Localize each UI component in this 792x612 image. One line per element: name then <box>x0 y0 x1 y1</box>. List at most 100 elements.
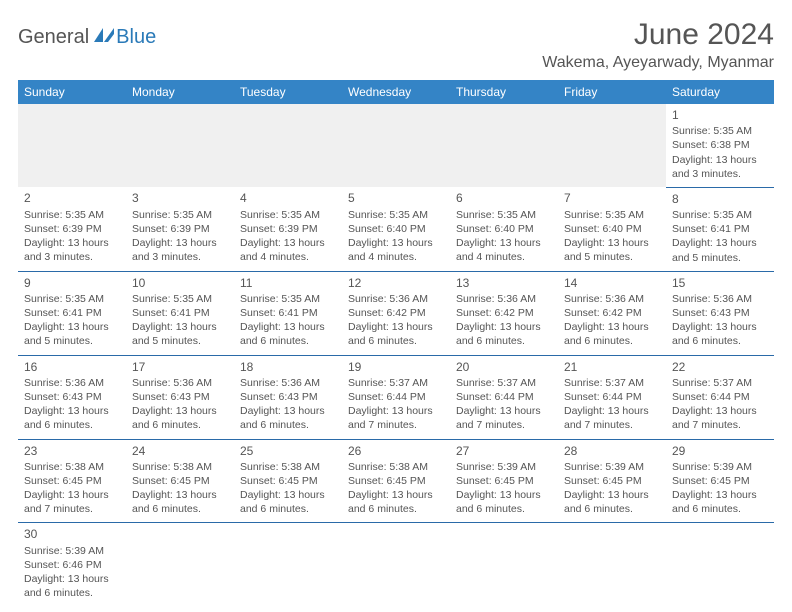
calendar-cell: 20Sunrise: 5:37 AMSunset: 6:44 PMDayligh… <box>450 355 558 439</box>
calendar-row: 23Sunrise: 5:38 AMSunset: 6:45 PMDayligh… <box>18 439 774 523</box>
calendar-cell: 15Sunrise: 5:36 AMSunset: 6:43 PMDayligh… <box>666 271 774 355</box>
cell-line: Sunset: 6:46 PM <box>24 558 120 572</box>
cell-line: and 6 minutes. <box>24 586 120 600</box>
cell-line: and 6 minutes. <box>240 334 336 348</box>
cell-line: Daylight: 13 hours <box>348 320 444 334</box>
cell-line: Sunrise: 5:37 AM <box>564 376 660 390</box>
cell-line: Sunrise: 5:35 AM <box>564 208 660 222</box>
cell-line: and 4 minutes. <box>348 250 444 264</box>
day-number: 25 <box>240 443 336 459</box>
cell-line: Sunrise: 5:37 AM <box>456 376 552 390</box>
calendar-cell: 19Sunrise: 5:37 AMSunset: 6:44 PMDayligh… <box>342 355 450 439</box>
cell-line: Sunset: 6:40 PM <box>456 222 552 236</box>
calendar-row: 16Sunrise: 5:36 AMSunset: 6:43 PMDayligh… <box>18 355 774 439</box>
cell-line: and 3 minutes. <box>132 250 228 264</box>
calendar-cell: 25Sunrise: 5:38 AMSunset: 6:45 PMDayligh… <box>234 439 342 523</box>
cell-line: Daylight: 13 hours <box>456 488 552 502</box>
calendar-cell: 10Sunrise: 5:35 AMSunset: 6:41 PMDayligh… <box>126 271 234 355</box>
cell-line: and 6 minutes. <box>132 502 228 516</box>
cell-line: and 3 minutes. <box>672 167 768 181</box>
cell-line: Sunrise: 5:39 AM <box>564 460 660 474</box>
day-number: 10 <box>132 275 228 291</box>
cell-line: Sunrise: 5:35 AM <box>456 208 552 222</box>
cell-line: Sunrise: 5:35 AM <box>132 292 228 306</box>
calendar-cell: 2Sunrise: 5:35 AMSunset: 6:39 PMDaylight… <box>18 187 126 271</box>
cell-line: Daylight: 13 hours <box>132 320 228 334</box>
logo: General Blue <box>18 18 156 49</box>
cell-line: Sunset: 6:42 PM <box>564 306 660 320</box>
cell-line: Daylight: 13 hours <box>132 404 228 418</box>
cell-line: Sunset: 6:38 PM <box>672 138 768 152</box>
cell-line: Sunrise: 5:36 AM <box>240 376 336 390</box>
calendar-cell: 29Sunrise: 5:39 AMSunset: 6:45 PMDayligh… <box>666 439 774 523</box>
calendar-cell: 8Sunrise: 5:35 AMSunset: 6:41 PMDaylight… <box>666 187 774 271</box>
cell-line: Daylight: 13 hours <box>348 404 444 418</box>
day-number: 8 <box>672 191 768 207</box>
day-header-row: SundayMondayTuesdayWednesdayThursdayFrid… <box>18 80 774 104</box>
cell-line: and 6 minutes. <box>240 502 336 516</box>
day-header: Sunday <box>18 80 126 104</box>
cell-line: Sunset: 6:45 PM <box>672 474 768 488</box>
cell-line: Sunset: 6:39 PM <box>24 222 120 236</box>
cell-line: Sunrise: 5:38 AM <box>240 460 336 474</box>
cell-line: Sunset: 6:40 PM <box>564 222 660 236</box>
calendar-cell: 5Sunrise: 5:35 AMSunset: 6:40 PMDaylight… <box>342 187 450 271</box>
calendar-cell: 16Sunrise: 5:36 AMSunset: 6:43 PMDayligh… <box>18 355 126 439</box>
cell-line: Sunrise: 5:35 AM <box>348 208 444 222</box>
cell-line: Daylight: 13 hours <box>24 236 120 250</box>
cell-line: and 5 minutes. <box>564 250 660 264</box>
day-number: 2 <box>24 190 120 206</box>
cell-line: Daylight: 13 hours <box>240 404 336 418</box>
calendar-cell <box>126 104 234 187</box>
day-header: Friday <box>558 80 666 104</box>
cell-line: Daylight: 13 hours <box>348 488 444 502</box>
day-number: 19 <box>348 359 444 375</box>
day-number: 13 <box>456 275 552 291</box>
cell-line: and 7 minutes. <box>348 418 444 432</box>
cell-line: and 6 minutes. <box>672 334 768 348</box>
cell-line: Daylight: 13 hours <box>24 320 120 334</box>
cell-line: Sunset: 6:40 PM <box>348 222 444 236</box>
calendar-cell <box>450 523 558 606</box>
calendar-cell: 17Sunrise: 5:36 AMSunset: 6:43 PMDayligh… <box>126 355 234 439</box>
cell-line: Sunset: 6:41 PM <box>24 306 120 320</box>
cell-line: Sunrise: 5:35 AM <box>240 292 336 306</box>
logo-text-general: General <box>18 26 89 49</box>
cell-line: Sunset: 6:44 PM <box>564 390 660 404</box>
calendar-cell: 24Sunrise: 5:38 AMSunset: 6:45 PMDayligh… <box>126 439 234 523</box>
calendar-cell <box>342 523 450 606</box>
cell-line: and 6 minutes. <box>672 502 768 516</box>
calendar-cell <box>126 523 234 606</box>
calendar-cell: 18Sunrise: 5:36 AMSunset: 6:43 PMDayligh… <box>234 355 342 439</box>
cell-line: Daylight: 13 hours <box>564 488 660 502</box>
cell-line: Sunrise: 5:39 AM <box>456 460 552 474</box>
cell-line: Sunset: 6:41 PM <box>672 222 768 236</box>
day-number: 23 <box>24 443 120 459</box>
cell-line: Sunset: 6:45 PM <box>240 474 336 488</box>
day-header: Saturday <box>666 80 774 104</box>
cell-line: Sunset: 6:42 PM <box>456 306 552 320</box>
calendar-cell <box>18 104 126 187</box>
cell-line: and 3 minutes. <box>24 250 120 264</box>
cell-line: and 6 minutes. <box>24 418 120 432</box>
cell-line: and 6 minutes. <box>240 418 336 432</box>
day-number: 21 <box>564 359 660 375</box>
day-number: 24 <box>132 443 228 459</box>
cell-line: Sunset: 6:39 PM <box>132 222 228 236</box>
day-number: 6 <box>456 190 552 206</box>
cell-line: Daylight: 13 hours <box>24 404 120 418</box>
day-header: Monday <box>126 80 234 104</box>
cell-line: Sunset: 6:45 PM <box>564 474 660 488</box>
day-number: 3 <box>132 190 228 206</box>
day-number: 18 <box>240 359 336 375</box>
calendar-cell: 6Sunrise: 5:35 AMSunset: 6:40 PMDaylight… <box>450 187 558 271</box>
cell-line: Sunset: 6:41 PM <box>132 306 228 320</box>
cell-line: and 5 minutes. <box>672 251 768 265</box>
day-header: Thursday <box>450 80 558 104</box>
cell-line: Daylight: 13 hours <box>132 488 228 502</box>
cell-line: Sunset: 6:45 PM <box>24 474 120 488</box>
calendar-row: 9Sunrise: 5:35 AMSunset: 6:41 PMDaylight… <box>18 271 774 355</box>
cell-line: Sunset: 6:45 PM <box>132 474 228 488</box>
day-number: 12 <box>348 275 444 291</box>
cell-line: Sunrise: 5:35 AM <box>240 208 336 222</box>
